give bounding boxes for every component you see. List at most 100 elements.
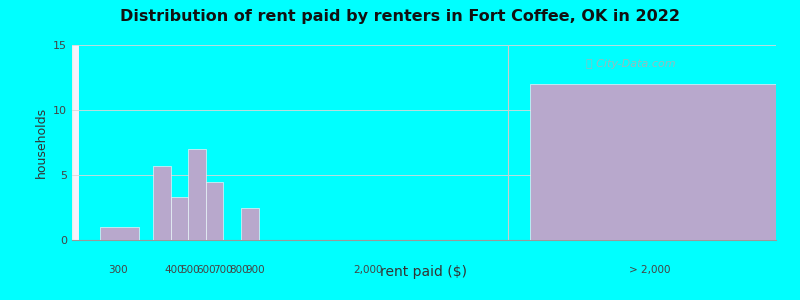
Bar xyxy=(74,45,76,240)
Bar xyxy=(74,45,76,240)
Bar xyxy=(72,45,74,240)
Bar xyxy=(73,45,75,240)
Bar xyxy=(74,45,77,240)
Bar xyxy=(73,45,75,240)
Bar xyxy=(74,45,76,240)
Bar xyxy=(74,45,76,240)
Bar xyxy=(73,45,75,240)
Bar xyxy=(74,45,77,240)
Bar xyxy=(74,45,77,240)
Bar xyxy=(74,45,76,240)
Bar xyxy=(74,45,77,240)
Bar xyxy=(73,45,75,240)
Bar xyxy=(73,45,74,240)
Bar xyxy=(74,45,76,240)
Bar xyxy=(72,45,74,240)
Bar xyxy=(73,45,75,240)
Bar xyxy=(72,45,74,240)
Bar xyxy=(73,45,75,240)
Bar xyxy=(74,45,76,240)
Bar xyxy=(73,45,75,240)
Bar xyxy=(73,45,75,240)
Bar xyxy=(73,45,75,240)
Bar xyxy=(72,45,74,240)
Bar xyxy=(74,45,76,240)
Bar xyxy=(73,45,75,240)
Bar xyxy=(73,45,75,240)
Bar xyxy=(74,45,76,240)
Bar xyxy=(73,45,75,240)
Bar xyxy=(73,45,75,240)
Bar xyxy=(72,45,74,240)
Bar xyxy=(74,45,76,240)
Bar xyxy=(73,45,75,240)
Bar xyxy=(73,45,75,240)
Bar xyxy=(74,45,76,240)
Bar xyxy=(74,45,76,240)
Bar xyxy=(74,45,76,240)
Bar xyxy=(73,45,75,240)
Bar xyxy=(73,45,75,240)
Bar xyxy=(72,45,74,240)
Bar xyxy=(72,45,74,240)
Bar xyxy=(73,45,74,240)
Bar xyxy=(73,45,75,240)
Bar xyxy=(170,197,188,240)
Bar xyxy=(74,45,77,240)
Bar xyxy=(73,45,75,240)
Bar xyxy=(74,45,76,240)
Bar xyxy=(72,45,74,240)
Text: 600: 600 xyxy=(197,266,216,275)
Bar xyxy=(73,45,75,240)
Bar xyxy=(73,45,75,240)
Bar xyxy=(74,45,76,240)
Bar xyxy=(73,45,75,240)
Bar xyxy=(74,45,77,240)
Bar xyxy=(72,45,74,240)
Bar xyxy=(74,45,76,240)
Bar xyxy=(73,45,75,240)
Bar xyxy=(72,45,74,240)
Bar xyxy=(74,45,76,240)
Bar xyxy=(100,227,139,240)
Bar xyxy=(74,45,76,240)
Bar xyxy=(73,45,75,240)
X-axis label: rent paid ($): rent paid ($) xyxy=(381,265,467,279)
Bar xyxy=(73,45,75,240)
Bar xyxy=(72,45,74,240)
Bar xyxy=(74,45,77,240)
Bar xyxy=(72,45,74,240)
Bar xyxy=(72,45,74,240)
Bar xyxy=(74,45,76,240)
Bar xyxy=(74,45,76,240)
Bar xyxy=(74,45,77,240)
Bar xyxy=(73,45,75,240)
Bar xyxy=(73,45,75,240)
Bar xyxy=(73,45,75,240)
Bar xyxy=(73,45,75,240)
Bar xyxy=(74,45,76,240)
Bar xyxy=(73,45,75,240)
Bar xyxy=(74,45,76,240)
Bar xyxy=(74,45,76,240)
Bar xyxy=(74,45,77,240)
Bar xyxy=(72,45,74,240)
Bar xyxy=(74,45,75,240)
Bar xyxy=(73,45,75,240)
Bar xyxy=(73,45,75,240)
Bar xyxy=(74,45,76,240)
Bar xyxy=(74,45,77,240)
Bar xyxy=(74,45,77,240)
Bar xyxy=(74,45,77,240)
Bar xyxy=(74,45,75,240)
Bar xyxy=(72,45,74,240)
Bar xyxy=(73,45,75,240)
Bar xyxy=(73,45,75,240)
Bar xyxy=(72,45,74,240)
Bar xyxy=(72,45,74,240)
Bar xyxy=(530,84,776,240)
Text: ⓘ City-Data.com: ⓘ City-Data.com xyxy=(586,58,675,69)
Bar xyxy=(74,45,76,240)
Bar xyxy=(74,45,76,240)
Bar xyxy=(73,45,75,240)
